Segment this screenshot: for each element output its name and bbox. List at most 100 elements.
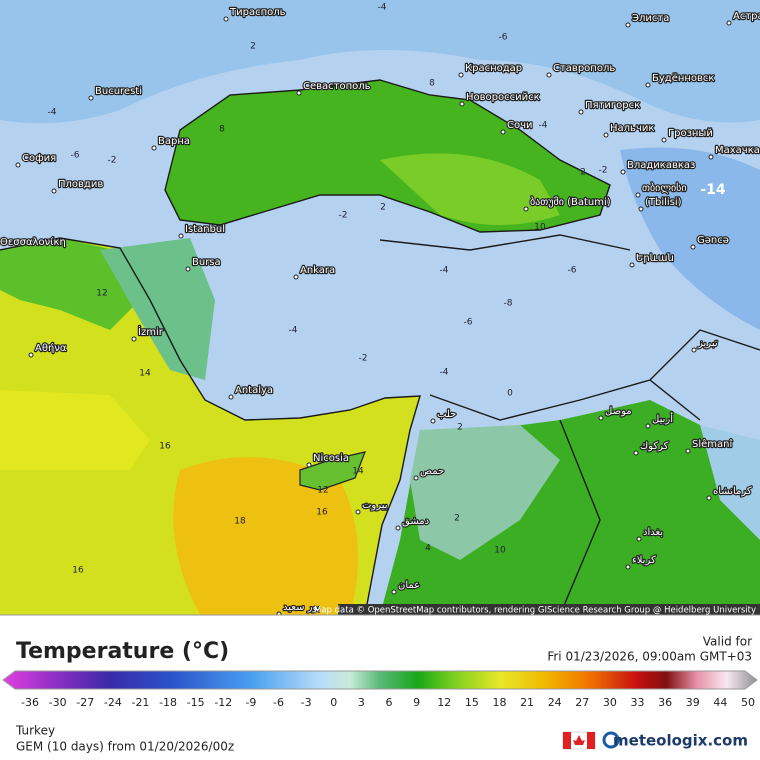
city-dot (708, 154, 714, 160)
city-label: Երևան (636, 253, 674, 264)
contour-label: -14 (700, 182, 726, 198)
colorbar-tick-label: -6 (273, 696, 284, 709)
city-dot (88, 95, 94, 101)
colorbar-tick-label: -3 (301, 696, 312, 709)
black-sea-warm (380, 153, 560, 225)
contour-label: -2 (599, 166, 608, 176)
south-aegean (0, 390, 150, 470)
city-label: حمص (420, 466, 444, 477)
city-label: موصل (605, 406, 632, 417)
cyprus (299, 451, 366, 491)
city-dot (228, 394, 234, 400)
contour-label: -6 (71, 151, 80, 161)
city-dot (151, 145, 157, 151)
contour-label: -6 (499, 33, 508, 43)
colorbar-tick-label: 15 (465, 696, 479, 709)
city-label: Севастополь (303, 81, 371, 92)
city-dot (306, 462, 312, 468)
map: -4 -6 2 -4 -6 -2 8 8 -4 10 -2 2 -4 -6 -8 -6 -4 -2 -4 0 12 14 1… (0, 0, 760, 617)
city-label: Элиста (632, 13, 669, 24)
city-label: Варна (158, 136, 190, 147)
colorbar-tick-label: -18 (159, 696, 177, 709)
city-label: İzmir (138, 325, 164, 338)
colorbar-tick-label: 18 (492, 696, 506, 709)
coastlines (0, 79, 760, 616)
city-label: Пловдив (58, 179, 103, 190)
city-dot (28, 352, 34, 358)
city-dot (625, 564, 631, 570)
city-dot (691, 347, 697, 353)
city-dot (523, 206, 529, 212)
city-label: Gəncə (697, 235, 729, 246)
city-dot (620, 169, 626, 175)
city-label: Краснодар (465, 63, 522, 74)
city-dot (395, 525, 401, 531)
colorbar-tick-label: 21 (520, 696, 534, 709)
contour-label: 12 (317, 486, 328, 496)
iran-cold (700, 425, 760, 540)
city-dot (578, 109, 584, 115)
colorbar (2, 670, 758, 690)
colorbar-tick-label: -15 (187, 696, 205, 709)
colorbar-tick-label: -9 (245, 696, 256, 709)
warm-core (173, 457, 358, 615)
colorbar-tick-label: 36 (658, 696, 672, 709)
brand-icon (602, 731, 620, 749)
colorbar-tick-label: -24 (104, 696, 122, 709)
contour-label: 2 (250, 42, 256, 52)
contour-label: -8 (504, 299, 513, 309)
city-dot (546, 72, 552, 78)
contour-label: -4 (539, 121, 548, 131)
colorbar-ticks: -36 -30 -27 -24 -21 -18 -15 -12 -9 -6 -3 0 3 6 9 12 15 18… (21, 696, 755, 709)
colorbar-tick-label: 9 (413, 696, 420, 709)
contour-label: 2 (380, 203, 386, 213)
colorbar-tick-label: -27 (76, 696, 94, 709)
contour-label: 14 (139, 369, 151, 379)
city-label: بيروت (362, 500, 388, 511)
city-dot (685, 448, 691, 454)
colorbar-tick-label: 24 (548, 696, 562, 709)
city-label: Ставрополь (553, 63, 615, 74)
legend-title: Temperature (°C) (16, 639, 229, 664)
colorbar-tick-label: 3 (358, 696, 365, 709)
city-dot (726, 20, 732, 26)
colorbar-tick-label: -12 (214, 696, 232, 709)
city-dot (131, 336, 137, 342)
contour-label: -4 (440, 368, 449, 378)
city-dot (459, 101, 465, 107)
city-dot (625, 22, 631, 28)
city-dot (635, 192, 641, 198)
city-label: أربيل (652, 412, 673, 425)
city-label: Владикавказ (627, 160, 695, 171)
valid-label: Valid for (703, 635, 752, 649)
city-label: كرمانشاه (713, 486, 752, 497)
city-dot (430, 418, 436, 424)
city-label: Slêmanî (692, 438, 732, 450)
city-label: Тирасполь (229, 7, 286, 18)
contour-label: 16 (72, 566, 84, 576)
city-label: Нальчик (610, 123, 654, 134)
contour-label: 8 (429, 79, 435, 89)
greece-land (0, 238, 140, 330)
city-label: Будённовск (652, 73, 714, 84)
contour-label: 10 (494, 546, 506, 556)
contour-label: -6 (464, 318, 473, 328)
colorbar-tick-label: 39 (686, 696, 700, 709)
city-label: تبريز (697, 338, 718, 349)
city-label: Махачка (715, 145, 760, 156)
contour-label: 16 (316, 508, 328, 518)
city-label: Antalya (235, 385, 273, 396)
contour-label: 10 (534, 223, 546, 233)
city-label: كربلاء (632, 555, 656, 566)
model-info: GEM (10 days) from 01/20/2026/00z (16, 740, 234, 754)
city-label: بور سعيد (283, 602, 320, 613)
city-label: (Tbilisi) (645, 197, 682, 208)
city-label: Ankara (300, 265, 335, 276)
contour-label: -4 (440, 266, 449, 276)
city-label: Bursa (192, 257, 221, 268)
city-label: Bucuresti (95, 86, 142, 97)
city-dot (293, 274, 299, 280)
city-dot (661, 137, 667, 143)
city-label: София (22, 153, 56, 164)
